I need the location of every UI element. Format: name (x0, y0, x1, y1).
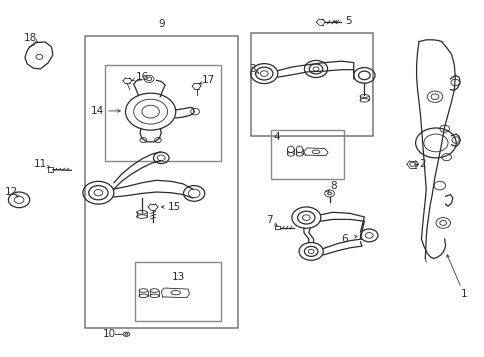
Text: 13: 13 (172, 272, 185, 282)
Text: 5: 5 (345, 16, 351, 26)
Text: 6: 6 (341, 234, 348, 244)
Bar (251, 33, 372, 136)
Text: 1: 1 (460, 289, 467, 299)
Text: 17: 17 (202, 75, 215, 85)
Bar (48, 167, 53, 172)
Bar (270, 131, 343, 178)
Text: 8: 8 (330, 181, 336, 191)
Text: 18: 18 (24, 33, 37, 43)
Text: 2: 2 (418, 159, 425, 169)
Text: 7: 7 (265, 216, 272, 226)
Text: 12: 12 (5, 187, 18, 197)
Text: 16: 16 (136, 72, 149, 82)
Bar (135, 262, 220, 321)
Text: 3: 3 (248, 64, 255, 74)
Bar (105, 65, 220, 161)
Text: 9: 9 (158, 19, 164, 29)
Text: 14: 14 (91, 106, 104, 116)
Text: 4: 4 (273, 131, 280, 141)
Bar (275, 226, 280, 229)
Text: 11: 11 (34, 159, 47, 169)
Bar (85, 36, 237, 328)
Text: 15: 15 (168, 202, 181, 212)
Text: 10: 10 (102, 329, 115, 339)
